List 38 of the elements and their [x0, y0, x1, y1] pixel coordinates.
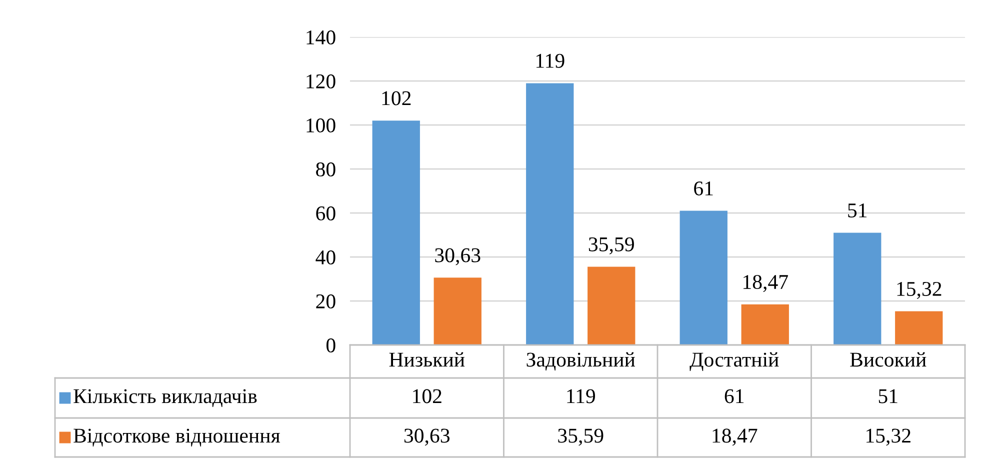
y-tick-label: 80 [316, 162, 336, 176]
text: 51 [848, 204, 867, 218]
text: 15,32 [897, 282, 942, 299]
legend-label: Відсоткове відношення [74, 428, 280, 447]
legend-label: Кількість викладачів [74, 389, 257, 408]
text: 30,63 [435, 248, 480, 266]
y-tick-label: 120 [306, 74, 336, 88]
bar [372, 120, 420, 345]
data-label: 35,59 [558, 428, 604, 446]
y-tick-label: 40 [316, 250, 336, 264]
bar [588, 266, 636, 345]
data-label: 102 [413, 389, 442, 404]
bar [680, 210, 728, 345]
data-label: 18,47 [712, 428, 758, 446]
x-tick-label: Високий [850, 352, 926, 367]
data-label: 119 [567, 389, 596, 404]
y-tick-label: 60 [316, 206, 336, 220]
bar [895, 311, 943, 345]
y-tick-label: 140 [306, 30, 336, 44]
bar [434, 278, 482, 345]
text: 35,59 [588, 237, 634, 254]
y-tick-label: 20 [316, 294, 336, 308]
text: 119 [536, 54, 564, 68]
text: 102 [382, 91, 411, 106]
bar [741, 304, 789, 345]
text: 18,47 [744, 274, 788, 292]
bar [526, 83, 574, 345]
text: 61 [694, 181, 713, 196]
x-tick-label: Достатній [690, 352, 779, 371]
data-label: 15,32 [866, 428, 910, 446]
bar [834, 232, 882, 345]
y-tick-label: 0 [326, 338, 336, 352]
x-tick-label: Низький [389, 352, 465, 367]
data-label: 61 [724, 389, 744, 404]
data-label: 51 [878, 389, 898, 404]
y-tick-label: 100 [306, 118, 336, 132]
x-tick-label: Задовільний [526, 352, 635, 371]
data-label: 30,63 [404, 428, 450, 446]
